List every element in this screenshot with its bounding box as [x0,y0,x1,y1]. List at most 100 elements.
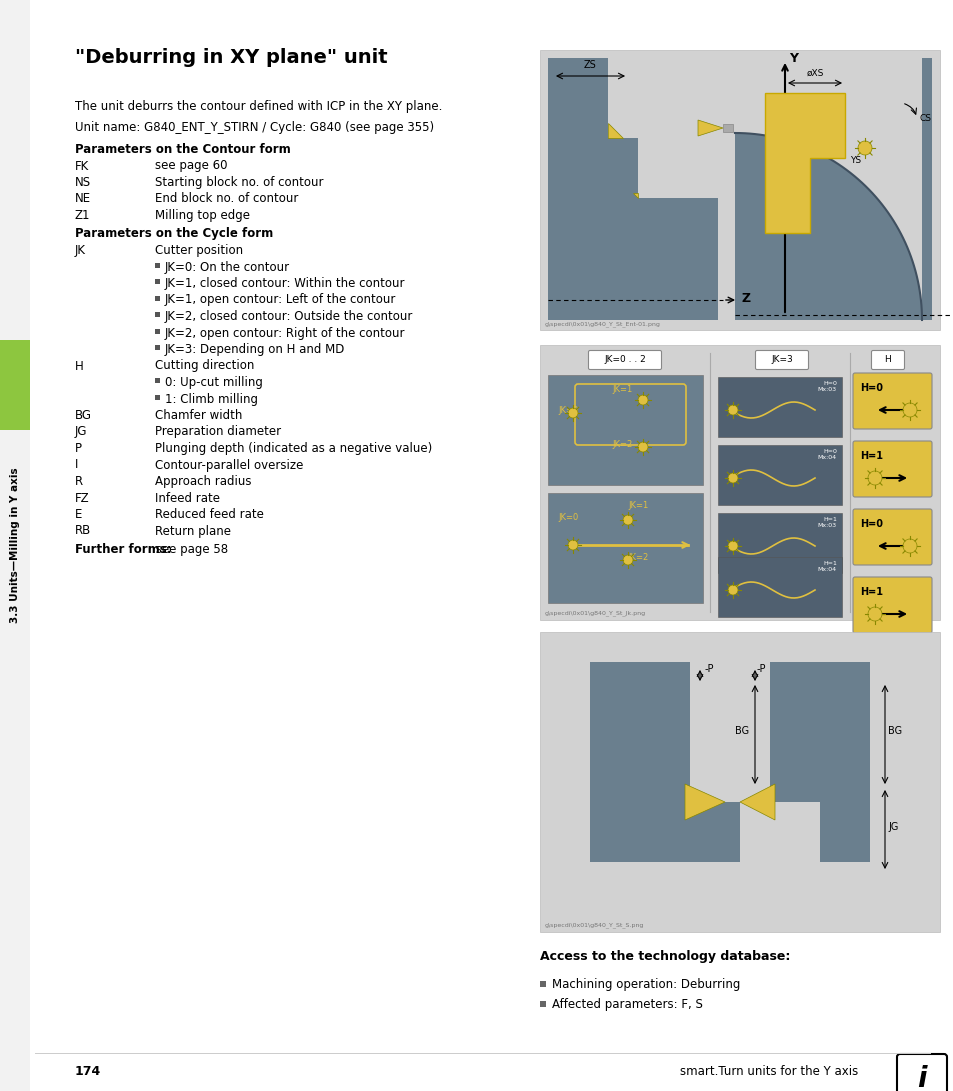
Text: Access to the technology database:: Access to the technology database: [539,950,789,963]
Text: see page 60: see page 60 [154,159,227,172]
Text: Cutter position: Cutter position [154,244,243,257]
Text: Parameters on the Cycle form: Parameters on the Cycle form [75,228,273,240]
Text: JK=0: On the contour: JK=0: On the contour [165,261,290,274]
Text: g\specdi\0x01\g840_Y_St_Ent-01.png: g\specdi\0x01\g840_Y_St_Ent-01.png [544,321,660,326]
Text: P: P [75,442,82,455]
Bar [154,345,160,350]
Circle shape [867,607,882,621]
Text: YS: YS [849,156,861,165]
Bar [154,279,160,284]
Bar [154,312,160,317]
Polygon shape [769,662,869,862]
Text: Y: Y [788,52,797,65]
FancyBboxPatch shape [852,373,931,429]
Text: 0: Up-cut milling: 0: Up-cut milling [165,376,263,389]
FancyBboxPatch shape [852,577,931,633]
Text: Contour-parallel oversize: Contour-parallel oversize [154,458,303,471]
Text: -P: -P [704,664,714,674]
Text: 174: 174 [75,1065,101,1078]
Text: Z1: Z1 [75,209,91,221]
Text: NS: NS [75,176,91,189]
Text: øXS: øXS [805,69,822,77]
Text: smart.Turn units for the Y axis: smart.Turn units for the Y axis [679,1065,858,1078]
Circle shape [622,515,633,525]
Text: 3.3 Units—Milling in Y axis: 3.3 Units—Milling in Y axis [10,467,20,623]
Text: H=1: H=1 [859,451,882,461]
Text: NE: NE [75,192,91,205]
Text: JK=0 . . 2: JK=0 . . 2 [603,356,645,364]
Text: Unit name: G840_ENT_Y_STIRN / Cycle: G840 (see page 355): Unit name: G840_ENT_Y_STIRN / Cycle: G84… [75,120,434,133]
Text: Machining operation: Deburring: Machining operation: Deburring [552,978,740,991]
Polygon shape [589,662,740,862]
Text: JK=1, open contour: Left of the contour: JK=1, open contour: Left of the contour [165,293,395,307]
Text: H: H [883,356,890,364]
Polygon shape [698,120,722,136]
Circle shape [902,403,916,417]
Text: JK=2: JK=2 [612,440,633,449]
Text: JK=0: JK=0 [558,513,578,521]
Text: ZS: ZS [583,60,597,70]
Bar [0,0,30,1091]
Text: Reduced feed rate: Reduced feed rate [154,508,264,521]
Bar [539,1002,545,1007]
Bar [718,513,841,573]
Polygon shape [633,193,638,197]
Bar [718,558,841,618]
Circle shape [567,408,578,418]
Bar [539,50,939,329]
Circle shape [857,141,871,155]
Text: JK=2, closed contour: Outside the contour: JK=2, closed contour: Outside the contou… [165,310,413,323]
Polygon shape [764,93,844,233]
Text: H: H [75,360,84,372]
Text: E: E [75,508,82,521]
Text: JK=3: JK=3 [770,356,792,364]
Bar [539,345,939,620]
Bar [638,137,718,197]
Text: R: R [75,475,83,488]
Circle shape [727,405,738,415]
Text: JK=3: Depending on H and MD: JK=3: Depending on H and MD [165,343,345,356]
Text: H=0: H=0 [859,383,882,393]
Text: FK: FK [75,159,90,172]
Text: The unit deburrs the contour defined with ICP in the XY plane.: The unit deburrs the contour defined wit… [75,100,442,113]
Text: Approach radius: Approach radius [154,475,252,488]
Text: Milling top edge: Milling top edge [154,209,250,221]
FancyBboxPatch shape [852,509,931,565]
Text: Affected parameters: F, S: Affected parameters: F, S [552,998,702,1011]
Bar [154,379,160,383]
Circle shape [867,471,882,485]
Text: JK=1: JK=1 [612,385,633,394]
Text: JG: JG [75,425,88,439]
Text: BG: BG [887,727,902,736]
Text: FZ: FZ [75,492,90,504]
Circle shape [622,555,633,565]
Polygon shape [547,58,718,320]
Text: JK=1, closed contour: Within the contour: JK=1, closed contour: Within the contour [165,277,405,290]
Text: JG: JG [887,822,898,831]
Text: H=1
Mx:04: H=1 Mx:04 [817,561,836,572]
Circle shape [567,540,578,550]
Bar [722,124,732,132]
Polygon shape [684,784,724,820]
Text: H=1
Mx:03: H=1 Mx:03 [817,517,836,528]
Text: I: I [75,458,78,471]
FancyBboxPatch shape [871,350,903,370]
Bar [718,445,841,505]
Text: JK=1: JK=1 [627,501,648,509]
Circle shape [727,473,738,483]
Text: Chamfer width: Chamfer width [154,409,242,422]
Circle shape [902,539,916,553]
Polygon shape [740,784,774,820]
Bar [154,395,160,399]
Bar [734,58,931,320]
Text: Parameters on the Contour form: Parameters on the Contour form [75,143,291,156]
Text: H=0: H=0 [859,519,882,529]
FancyBboxPatch shape [588,350,660,370]
Bar [154,296,160,301]
Text: g\specdi\0x01\g840_Y_St_S.png: g\specdi\0x01\g840_Y_St_S.png [544,922,643,927]
Bar [607,58,718,137]
Bar [0,340,30,430]
FancyBboxPatch shape [852,441,931,497]
Bar [539,981,545,987]
Bar [154,328,160,334]
